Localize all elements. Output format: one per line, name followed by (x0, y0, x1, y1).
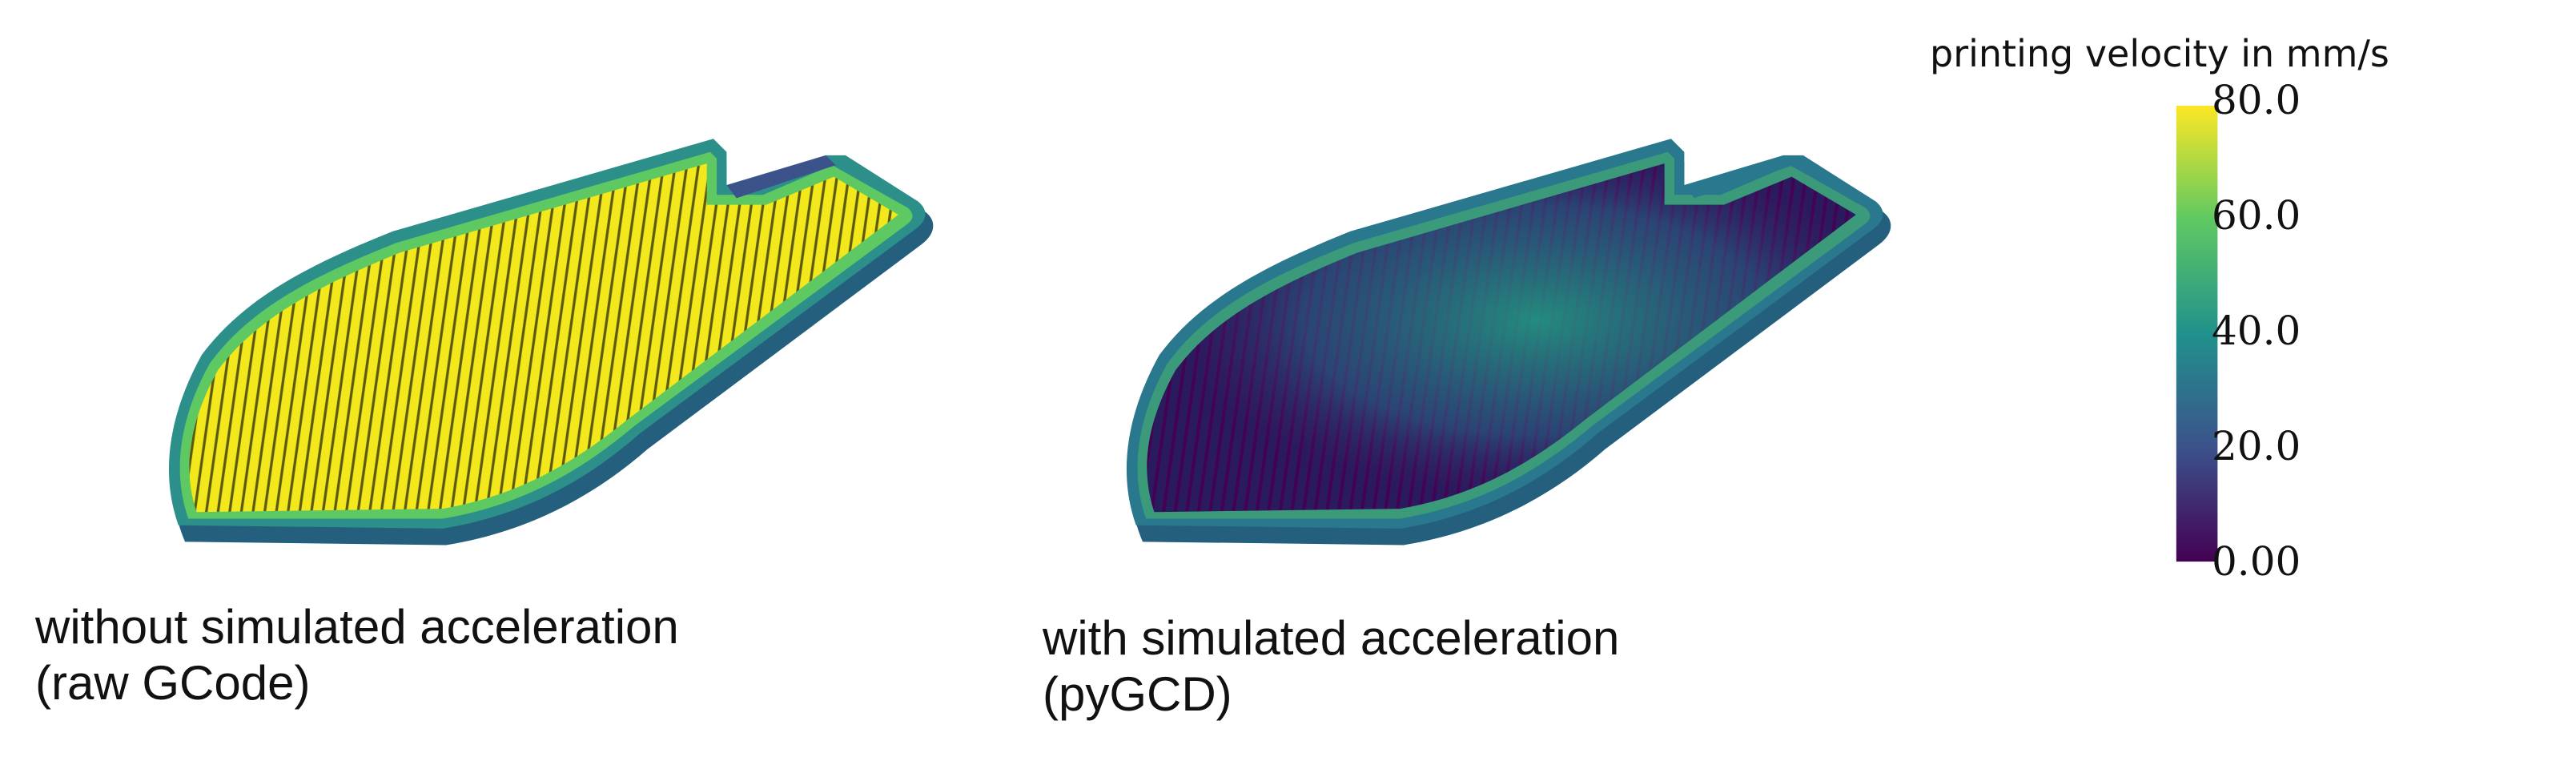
caption-left-line2: (raw GCode) (35, 656, 311, 710)
colorbar (2176, 105, 2218, 562)
caption-right: with simulated acceleration (pyGCD) (1043, 610, 1619, 723)
boat-render-raw-gcode (168, 139, 934, 546)
colorbar-tick-40: 40.0 (2212, 308, 2301, 354)
slot-icon (726, 155, 836, 199)
colorbar-tick-80: 80.0 (2212, 77, 2301, 123)
colorbar-tick-20: 20.0 (2212, 423, 2301, 469)
caption-left: without simulated acceleration (raw GCod… (35, 599, 679, 711)
caption-left-line1: without simulated acceleration (35, 600, 679, 654)
colorbar-tick-0: 0.00 (2212, 538, 2301, 585)
caption-right-line1: with simulated acceleration (1043, 611, 1620, 665)
caption-right-line2: (pyGCD) (1043, 667, 1232, 721)
boat-render-pygcd (1126, 139, 1891, 546)
colorbar-tick-60: 60.0 (2212, 192, 2301, 239)
colorbar-title: printing velocity in mm/s (1930, 32, 2389, 75)
